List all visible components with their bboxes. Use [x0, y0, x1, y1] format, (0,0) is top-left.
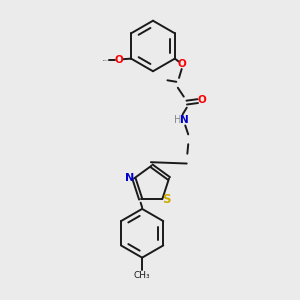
Text: N: N: [125, 173, 135, 183]
Text: O: O: [198, 94, 207, 105]
Text: S: S: [162, 193, 170, 206]
Text: O: O: [178, 59, 187, 69]
Text: methoxy: methoxy: [102, 59, 109, 61]
Text: N: N: [180, 116, 189, 125]
Text: O: O: [114, 55, 123, 65]
Text: CH₃: CH₃: [134, 271, 151, 280]
Text: H: H: [173, 116, 181, 125]
